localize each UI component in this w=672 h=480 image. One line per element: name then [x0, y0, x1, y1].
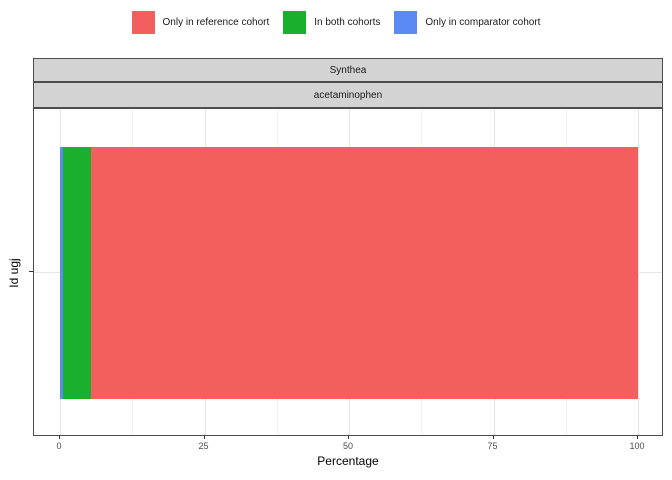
- x-axis-tick-label: 25: [198, 441, 209, 451]
- legend-swatch: [131, 10, 155, 34]
- legend-item: In both cohorts: [283, 10, 381, 34]
- facet-strip-cohort: acetaminophen: [33, 82, 663, 108]
- legend-label: Only in comparator cohort: [425, 16, 541, 28]
- x-axis-tick: [637, 435, 638, 439]
- stacked-bar: [60, 147, 638, 399]
- x-axis-tick-label: 75: [487, 441, 498, 451]
- bar-segment-only-in-comparator-cohort: [60, 147, 63, 399]
- legend-item: Only in comparator cohort: [394, 10, 541, 34]
- facet-strip-cohort-label: acetaminophen: [313, 89, 383, 101]
- facet-strip-dataset: Synthea: [33, 58, 663, 82]
- bar-segment-only-in-reference-cohort: [90, 147, 638, 399]
- x-axis-tick-label: 50: [342, 441, 354, 451]
- facet-strip-dataset-label: Synthea: [329, 64, 367, 76]
- legend-swatch: [394, 10, 418, 34]
- legend-item: Only in reference cohort: [131, 10, 270, 34]
- x-axis-tick: [59, 435, 60, 439]
- bar-segment-in-both-cohorts: [62, 147, 91, 399]
- x-axis: 0 25 50 75 100: [33, 435, 663, 457]
- legend-label: Only in reference cohort: [162, 16, 270, 28]
- x-axis-title: Percentage: [317, 454, 379, 468]
- x-axis-tick-label: 100: [629, 441, 645, 451]
- legend: Only in reference cohort In both cohorts O…: [0, 8, 672, 36]
- x-axis-tick-label: 0: [56, 441, 62, 451]
- x-axis-tick: [492, 435, 494, 439]
- legend-swatch: [283, 10, 307, 34]
- y-axis-tick: [29, 271, 33, 272]
- legend-label: In both cohorts: [314, 16, 381, 28]
- y-axis-title: Id ugj: [7, 258, 21, 288]
- x-axis-tick: [203, 435, 205, 439]
- plot-panel: [33, 108, 663, 436]
- x-axis-tick: [348, 435, 349, 439]
